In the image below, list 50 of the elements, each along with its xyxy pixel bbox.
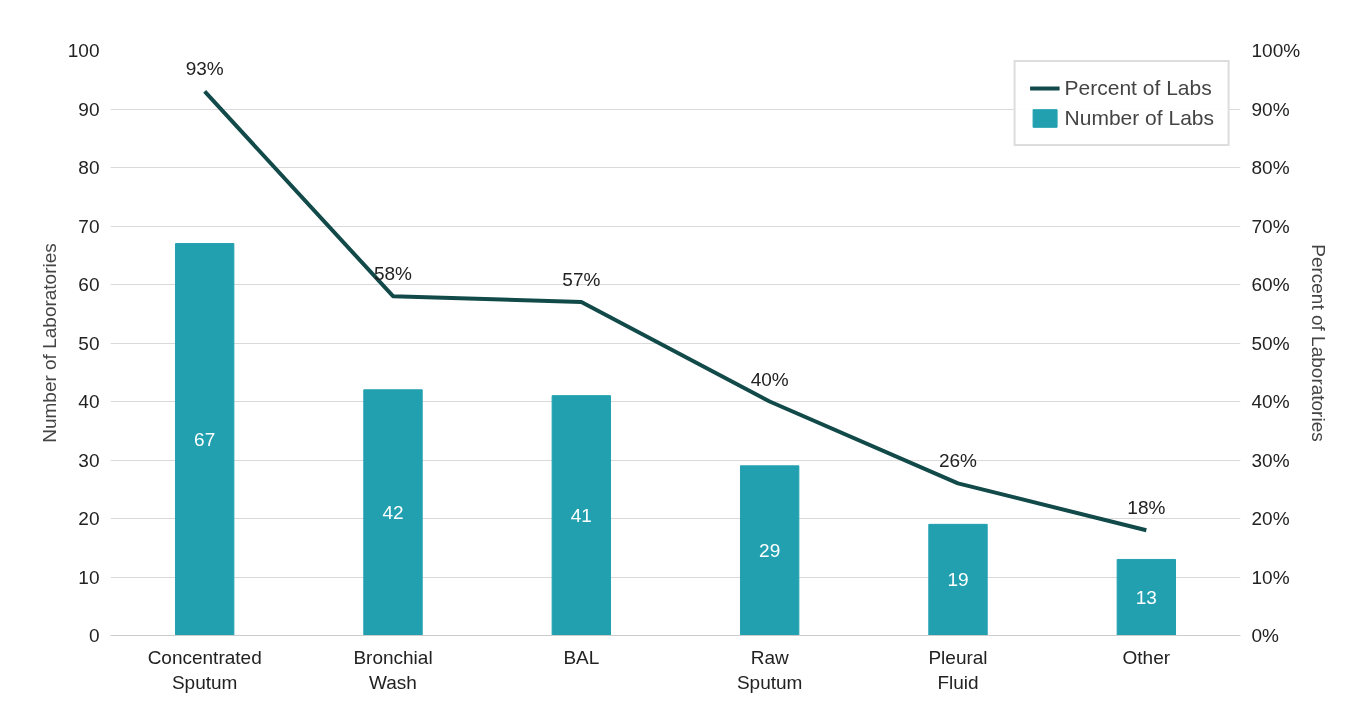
y2-tick-label: 70%	[1251, 215, 1290, 237]
y-tick-label: 60	[78, 274, 100, 295]
bar	[1116, 558, 1177, 636]
y-tick-label: 70	[78, 215, 100, 237]
y2-axis-title: Percent of Laboratories	[1308, 244, 1330, 442]
y-tick-label: 30	[78, 449, 100, 471]
y2-tick-label: 10%	[1251, 566, 1290, 588]
y2-tick-label: 20%	[1251, 508, 1290, 529]
x-tick-label: Pleural Fluid	[928, 646, 988, 693]
y2-tick-label: 50%	[1251, 332, 1290, 354]
bar	[928, 523, 988, 636]
legend-label: Number of Labs	[1064, 106, 1214, 130]
y-tick-label: 10	[78, 566, 100, 588]
y2-tick-label: 30%	[1251, 449, 1290, 471]
data-label: 41	[570, 505, 592, 527]
x-tick-label: Raw Sputum	[736, 646, 803, 693]
bar	[174, 243, 235, 636]
data-label: 40%	[750, 368, 789, 390]
data-label: 57%	[562, 269, 601, 291]
y-axis-title: Number of Laboratories	[38, 243, 60, 443]
y-tick-label: 50	[78, 332, 100, 354]
y2-tick-label: 0%	[1251, 625, 1280, 646]
x-tick-label: Other	[1122, 646, 1171, 668]
y2-tick-label: 90%	[1251, 98, 1290, 120]
x-tick-label: Bronchial Wash	[353, 646, 433, 693]
x-tick-label: Concentrated Sputum	[147, 646, 262, 693]
data-label: 67	[194, 429, 216, 451]
data-label: 29	[759, 540, 781, 562]
data-label: 93%	[185, 58, 224, 80]
y-tick-label: 80	[78, 157, 100, 178]
y2-tick-label: 80%	[1251, 157, 1290, 178]
data-label: 26%	[938, 450, 978, 472]
data-label: 42	[382, 502, 404, 524]
data-label: 19	[947, 569, 969, 591]
y-tick-label: 40	[78, 391, 100, 412]
legend-label: Percent of Labs	[1064, 76, 1212, 100]
data-label: 18%	[1127, 497, 1166, 519]
y-tick-label: 20	[78, 508, 100, 529]
y-tick-label: 100	[67, 40, 100, 61]
y-tick-label: 90	[78, 98, 100, 120]
y2-tick-label: 60%	[1251, 274, 1290, 295]
x-tick-label: BAL	[563, 646, 600, 668]
bar	[363, 389, 423, 636]
data-label: 13	[1135, 586, 1157, 608]
y2-tick-label: 40%	[1251, 391, 1290, 412]
data-label: 58%	[373, 263, 413, 285]
y2-tick-label: 100%	[1251, 40, 1301, 61]
bar	[739, 465, 800, 636]
bar	[551, 395, 612, 636]
y-tick-label: 0	[88, 625, 100, 646]
